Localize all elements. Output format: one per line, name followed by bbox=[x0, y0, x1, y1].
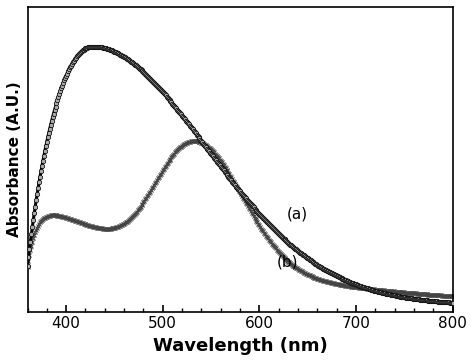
X-axis label: Wavelength (nm): Wavelength (nm) bbox=[153, 337, 328, 355]
Y-axis label: Absorbance (A.U.): Absorbance (A.U.) bbox=[7, 81, 22, 237]
Text: (a): (a) bbox=[286, 206, 308, 221]
Text: (b): (b) bbox=[277, 254, 298, 269]
